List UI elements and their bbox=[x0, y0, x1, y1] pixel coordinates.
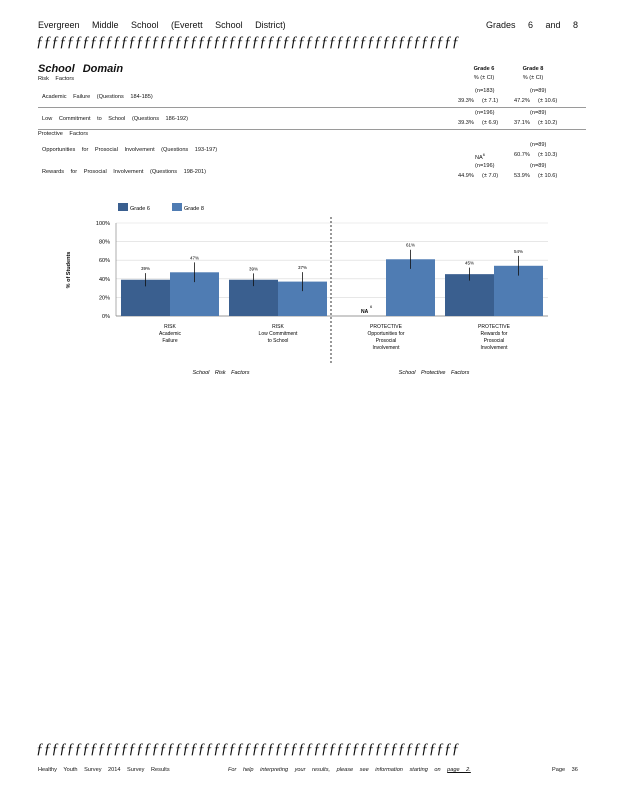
grade6-column-title: Grade 6 bbox=[473, 66, 495, 72]
row-academic-n8: (n=89) bbox=[530, 88, 547, 94]
row-rewards-v8: 53.9% bbox=[514, 173, 530, 179]
bar-na-label: NA bbox=[361, 309, 369, 315]
legend-swatch bbox=[118, 203, 128, 211]
category-label: PROTECTIVE bbox=[370, 324, 403, 330]
row-academic-v6: 39.3% bbox=[458, 98, 474, 104]
category-label: to School bbox=[268, 338, 289, 344]
grade8-column-title: Grade 8 bbox=[522, 66, 544, 72]
row-commitment-v8: 37.1% bbox=[514, 120, 530, 126]
bar bbox=[445, 274, 494, 316]
row-rewards-v6: 44.9% bbox=[458, 173, 474, 179]
legend-label: Grade 8 bbox=[184, 206, 204, 212]
top-decorative-rule: ƒƒƒƒƒƒƒƒƒƒƒƒƒƒƒƒƒƒƒƒƒƒƒƒƒƒƒƒƒƒƒƒƒƒƒƒƒƒƒƒ… bbox=[36, 34, 461, 50]
y-tick-label: 20% bbox=[99, 295, 110, 301]
row-commitment-label: Low Commitment to School (Questions 186-… bbox=[42, 116, 188, 122]
help-page-link[interactable]: page 2. bbox=[447, 767, 471, 773]
grade6-column-subtitle: % (± CI) bbox=[473, 75, 495, 81]
y-tick-label: 0% bbox=[102, 314, 110, 320]
category-label: Failure bbox=[162, 338, 178, 344]
category-label: PROTECTIVE bbox=[478, 324, 511, 330]
row-opportunities-n8: (n=89) bbox=[530, 142, 547, 148]
protective-factors-heading: Protective Factors bbox=[38, 131, 89, 137]
bar-value-label: 39% bbox=[249, 266, 258, 271]
row-academic-ci6: (± 7.1) bbox=[482, 98, 499, 104]
grade8-column-subtitle: % (± CI) bbox=[522, 75, 544, 81]
bar-value-label: 47% bbox=[190, 255, 199, 260]
row-rewards-n8: (n=89) bbox=[530, 163, 547, 169]
category-label: Prosocial bbox=[484, 338, 505, 344]
category-label: Prosocial bbox=[376, 338, 397, 344]
bar-value-label: 39% bbox=[141, 266, 150, 271]
category-label: RISK bbox=[164, 324, 176, 330]
bar-value-label: 61% bbox=[406, 243, 415, 248]
y-tick-label: 80% bbox=[99, 240, 110, 246]
row-commitment-v6: 39.3% bbox=[458, 120, 474, 126]
row-opportunities-ci8: (± 10.3) bbox=[538, 152, 558, 158]
category-label: Opportunities for bbox=[368, 331, 405, 337]
na-superscript: 6 bbox=[370, 304, 373, 309]
row-opportunities-v8: 60.7% bbox=[514, 152, 530, 158]
category-label: Involvement bbox=[481, 345, 509, 351]
row-rewards-n6: (n=196) bbox=[475, 163, 495, 169]
row-divider bbox=[38, 129, 586, 130]
category-label: Academic bbox=[159, 331, 181, 337]
row-rewards-label: Rewards for Prosocial Involvement (Quest… bbox=[42, 169, 206, 175]
category-label: Rewards for bbox=[481, 331, 508, 337]
row-opportunities-v6: NA6 bbox=[475, 152, 486, 161]
section-title: School Domain bbox=[38, 63, 124, 75]
row-rewards-ci6: (± 7.0) bbox=[482, 173, 499, 179]
footer-page-number: Page 36 bbox=[552, 767, 578, 773]
row-commitment-n8: (n=89) bbox=[530, 110, 547, 116]
bar-value-label: 37% bbox=[298, 265, 307, 270]
bottom-decorative-rule: ƒƒƒƒƒƒƒƒƒƒƒƒƒƒƒƒƒƒƒƒƒƒƒƒƒƒƒƒƒƒƒƒƒƒƒƒƒƒƒƒ… bbox=[36, 741, 461, 757]
school-name-header: Evergreen Middle School (Everett School … bbox=[38, 20, 286, 30]
bar-value-label: 54% bbox=[514, 249, 523, 254]
bar-value-label: 45% bbox=[465, 261, 474, 266]
y-tick-label: 100% bbox=[96, 221, 110, 227]
category-label: Involvement bbox=[373, 345, 401, 351]
bar-chart: 0% 20% 40% 60% 80% 100% % of Students Grade 6 Gr… bbox=[66, 203, 548, 376]
row-rewards-ci8: (± 10.6) bbox=[538, 173, 558, 179]
row-academic-label: Academic Failure (Questions 184-185) bbox=[42, 94, 153, 100]
risk-factors-heading: Risk Factors bbox=[38, 76, 75, 82]
row-academic-v8: 47.2% bbox=[514, 98, 530, 104]
group-label-protective: School Protective Factors bbox=[399, 370, 470, 376]
group-label-risk: School Risk Factors bbox=[193, 370, 250, 376]
row-commitment-ci8: (± 10.2) bbox=[538, 120, 558, 126]
legend-swatch bbox=[172, 203, 182, 211]
row-academic-n6: (n=183) bbox=[475, 88, 495, 94]
row-divider bbox=[38, 107, 586, 108]
y-tick-label: 40% bbox=[99, 277, 110, 283]
footer-help-text: For help interpreting your results, plea… bbox=[228, 767, 471, 773]
row-commitment-n6: (n=196) bbox=[475, 110, 495, 116]
category-label: Low Commitment bbox=[259, 331, 299, 337]
row-commitment-ci6: (± 6.9) bbox=[482, 120, 499, 126]
row-opportunities-label: Opportunities for Prosocial Involvement … bbox=[42, 147, 218, 153]
y-axis-label: % of Students bbox=[66, 252, 72, 289]
legend-label: Grade 6 bbox=[130, 206, 150, 212]
footer-survey-title: Healthy Youth Survey 2014 Survey Results bbox=[38, 767, 170, 773]
grades-header: Grades 6 and 8 bbox=[485, 20, 578, 30]
category-label: RISK bbox=[272, 324, 284, 330]
row-academic-ci8: (± 10.6) bbox=[538, 98, 558, 104]
y-tick-label: 60% bbox=[99, 258, 110, 264]
